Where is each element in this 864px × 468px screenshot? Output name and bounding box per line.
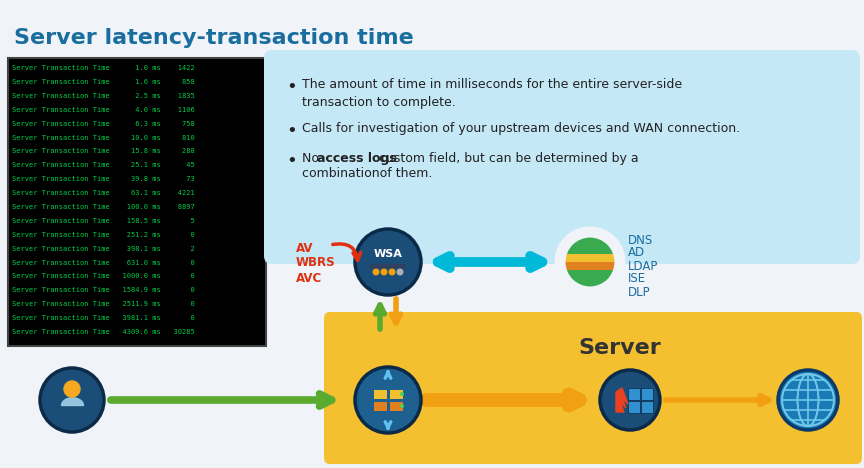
Text: ISE: ISE	[628, 272, 646, 285]
FancyBboxPatch shape	[264, 50, 860, 264]
FancyBboxPatch shape	[8, 58, 266, 346]
Text: Server Transaction Time     15.8 ms     288: Server Transaction Time 15.8 ms 288	[12, 148, 194, 154]
Text: Server Transaction Time    100.0 ms    8897: Server Transaction Time 100.0 ms 8897	[12, 204, 194, 210]
Text: Server: Server	[579, 338, 661, 358]
Text: AD: AD	[628, 247, 645, 259]
Circle shape	[560, 232, 620, 292]
Text: Server Transaction Time   1000.0 ms       0: Server Transaction Time 1000.0 ms 0	[12, 273, 194, 279]
Text: custom field, but can be determined by a: custom field, but can be determined by a	[376, 152, 639, 165]
Text: Server Transaction Time   4309.6 ms   30285: Server Transaction Time 4309.6 ms 30285	[12, 329, 194, 335]
FancyBboxPatch shape	[562, 270, 618, 278]
Text: combinationof them.: combinationof them.	[302, 167, 432, 180]
Circle shape	[397, 269, 403, 276]
Text: The amount of time in milliseconds for the entire server-side
transaction to com: The amount of time in milliseconds for t…	[302, 78, 682, 109]
FancyBboxPatch shape	[628, 388, 640, 400]
Text: Server Transaction Time      2.5 ms    1835: Server Transaction Time 2.5 ms 1835	[12, 93, 194, 99]
Text: Server Transaction Time   1584.9 ms       0: Server Transaction Time 1584.9 ms 0	[12, 287, 194, 293]
Text: Server Transaction Time      6.3 ms     758: Server Transaction Time 6.3 ms 758	[12, 121, 194, 127]
Text: DNS: DNS	[628, 234, 653, 247]
Text: •: •	[286, 78, 296, 96]
FancyBboxPatch shape	[560, 262, 619, 270]
FancyBboxPatch shape	[628, 401, 640, 413]
FancyBboxPatch shape	[562, 246, 618, 254]
Text: •: •	[286, 152, 296, 170]
Text: Server Transaction Time      4.0 ms    1106: Server Transaction Time 4.0 ms 1106	[12, 107, 194, 113]
Circle shape	[355, 229, 421, 295]
Circle shape	[380, 269, 387, 276]
Text: Server Transaction Time     63.1 ms    4221: Server Transaction Time 63.1 ms 4221	[12, 190, 194, 196]
FancyBboxPatch shape	[569, 236, 612, 246]
Text: Calls for investigation of your upstream devices and WAN connection.: Calls for investigation of your upstream…	[302, 122, 740, 135]
FancyBboxPatch shape	[560, 254, 619, 262]
FancyBboxPatch shape	[374, 402, 387, 411]
Text: Server Transaction Time   3981.1 ms       0: Server Transaction Time 3981.1 ms 0	[12, 315, 194, 321]
Text: Server Transaction Time    631.0 ms       0: Server Transaction Time 631.0 ms 0	[12, 260, 194, 266]
Polygon shape	[616, 388, 628, 412]
Text: Server Transaction Time      1.6 ms     858: Server Transaction Time 1.6 ms 858	[12, 79, 194, 85]
Text: Server Transaction Time      1.0 ms    1422: Server Transaction Time 1.0 ms 1422	[12, 65, 194, 71]
Text: WSA: WSA	[373, 249, 403, 259]
Text: Server Transaction Time    398.1 ms       2: Server Transaction Time 398.1 ms 2	[12, 246, 194, 252]
Text: WBRS: WBRS	[296, 256, 335, 270]
Circle shape	[600, 370, 660, 430]
Text: Server Transaction Time    251.2 ms       0: Server Transaction Time 251.2 ms 0	[12, 232, 194, 238]
FancyBboxPatch shape	[641, 388, 653, 400]
Text: Server Transaction Time     25.1 ms      45: Server Transaction Time 25.1 ms 45	[12, 162, 194, 168]
FancyBboxPatch shape	[374, 390, 387, 399]
Text: AV: AV	[296, 241, 314, 255]
FancyBboxPatch shape	[390, 402, 403, 411]
FancyBboxPatch shape	[370, 264, 406, 269]
Circle shape	[400, 404, 404, 408]
Circle shape	[389, 269, 396, 276]
Text: Server Transaction Time   2511.9 ms       0: Server Transaction Time 2511.9 ms 0	[12, 301, 194, 307]
Text: AVC: AVC	[296, 271, 322, 285]
Circle shape	[355, 367, 421, 433]
Text: Server Transaction Time     10.0 ms     810: Server Transaction Time 10.0 ms 810	[12, 134, 194, 140]
Circle shape	[372, 269, 379, 276]
FancyBboxPatch shape	[390, 390, 403, 399]
FancyBboxPatch shape	[569, 278, 612, 288]
Circle shape	[64, 381, 80, 397]
Circle shape	[400, 392, 404, 396]
Text: LDAP: LDAP	[628, 259, 658, 272]
Circle shape	[778, 370, 838, 430]
Text: •: •	[286, 122, 296, 140]
FancyBboxPatch shape	[641, 401, 653, 413]
Text: Server latency-transaction time: Server latency-transaction time	[14, 28, 414, 48]
Text: Server Transaction Time    158.5 ms       5: Server Transaction Time 158.5 ms 5	[12, 218, 194, 224]
Text: Server Transaction Time     39.8 ms      73: Server Transaction Time 39.8 ms 73	[12, 176, 194, 182]
Text: DLP: DLP	[628, 285, 651, 299]
Circle shape	[40, 368, 104, 432]
Text: access logs: access logs	[317, 152, 397, 165]
Text: No: No	[302, 152, 323, 165]
FancyBboxPatch shape	[324, 312, 862, 464]
